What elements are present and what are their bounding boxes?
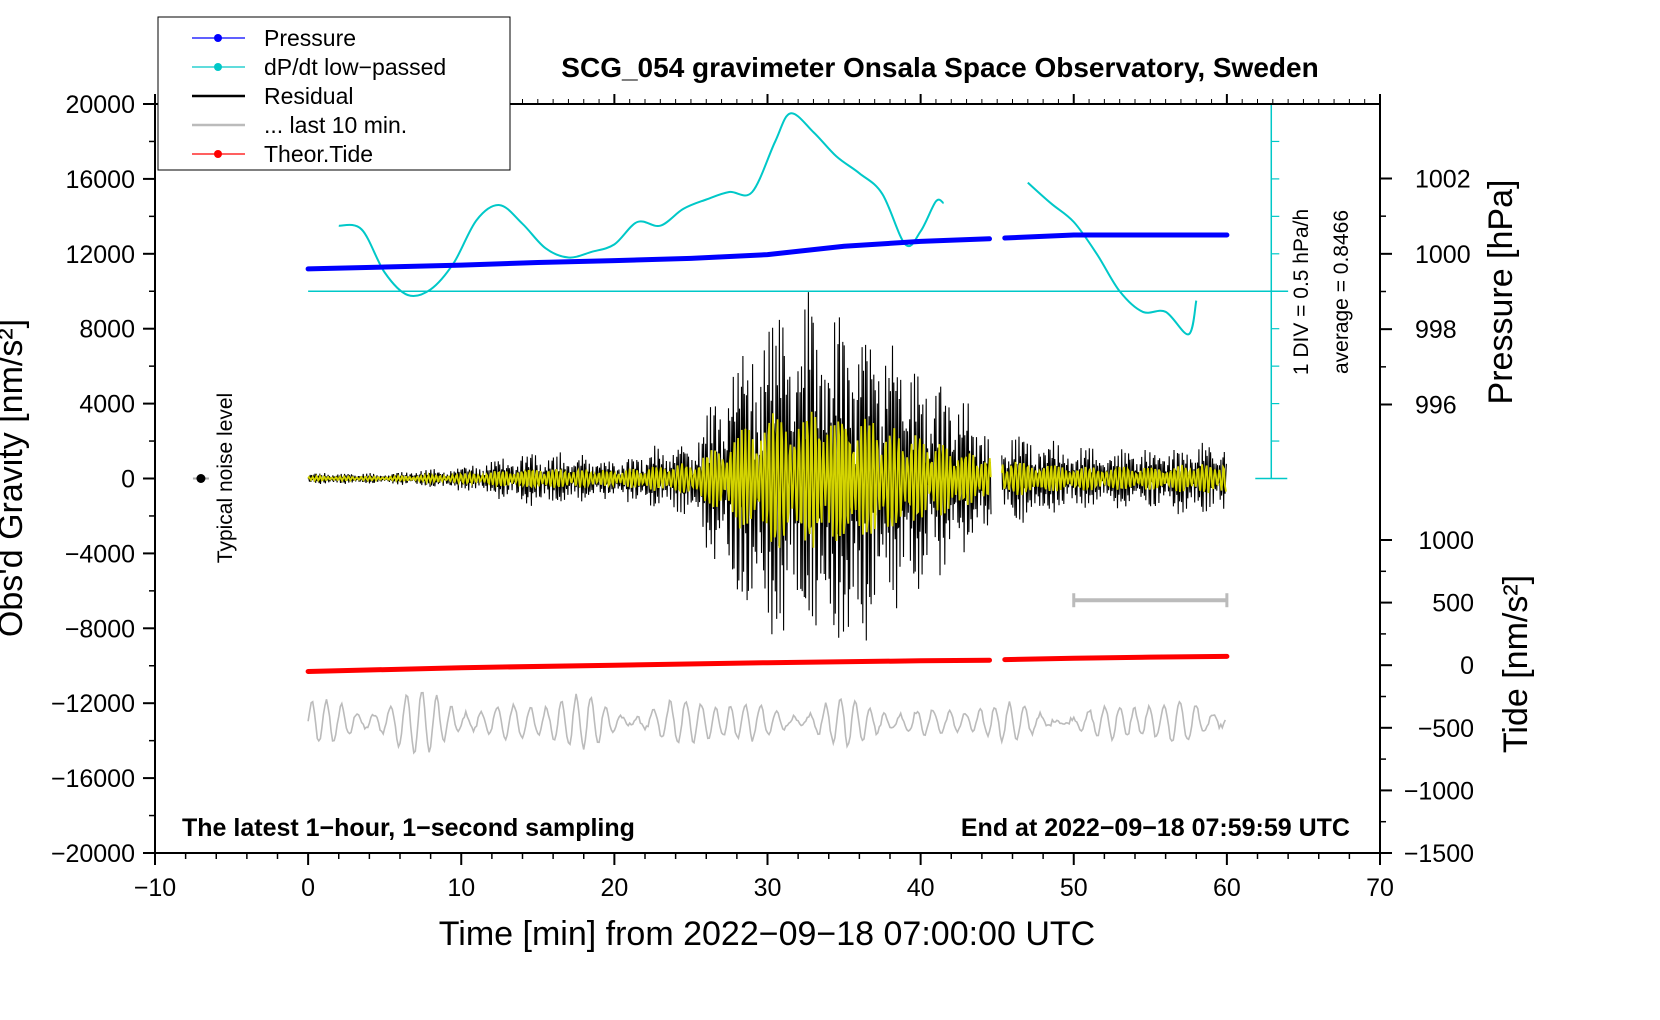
legend-label: dP/dt low−passed [264, 54, 446, 80]
y-tick-label: 20000 [65, 91, 135, 119]
x-axis-title: Time [min] from 2022−09−18 07:00:00 UTC [439, 915, 1095, 953]
legend-label: Residual [264, 83, 354, 109]
noise-level-label: Typical noise level [214, 393, 237, 563]
series-pressure [1002, 232, 1230, 241]
pressure-tick-label: 996 [1415, 392, 1457, 420]
x-tick-label: 40 [907, 874, 935, 902]
y-axis-title-tide: Tide [nm/s²] [1497, 575, 1535, 753]
y-tick-label: 16000 [65, 166, 135, 194]
legend: Pressure dP/dt low−passed Residual ... last… [157, 16, 511, 171]
series-theor-tide [305, 657, 992, 674]
y-tick-label: 0 [121, 466, 135, 494]
y-tick-label: −12000 [51, 690, 135, 718]
chart-title: SCG_054 gravimeter Onsala Space Observat… [561, 52, 1318, 83]
series-last-10-min [307, 691, 1227, 755]
tide-tick-label: 1000 [1418, 527, 1474, 555]
y-tick-label: −8000 [65, 615, 135, 643]
y-tick-label: 12000 [65, 241, 135, 269]
pressure-tick-label: 1002 [1415, 166, 1471, 194]
tide-tick-label: 0 [1460, 652, 1474, 680]
y-tick-label: 8000 [79, 316, 135, 344]
legend-swatch-dot [214, 150, 222, 158]
tide-tick-label: −1000 [1404, 777, 1474, 805]
legend-box [157, 16, 511, 171]
y-tick-label: −16000 [51, 765, 135, 793]
x-tick-label: −10 [134, 874, 176, 902]
series-dpdt [1027, 181, 1198, 336]
series-theor-tide [1002, 653, 1230, 663]
x-tick-label: 30 [754, 874, 782, 902]
y-axis-title-pressure: Pressure [hPa] [1482, 180, 1520, 405]
legend-swatch-dot [214, 63, 222, 71]
tide-tick-label: −500 [1418, 715, 1474, 743]
series-residual-lowpass [307, 411, 992, 548]
y-tick-label: 4000 [79, 391, 135, 419]
y-axis-title-left: Obs'd Gravity [nm/s²] [0, 319, 30, 637]
series-residual-lowpass [1000, 461, 1227, 496]
bottom-left-note: The latest 1−hour, 1−second sampling [182, 814, 635, 842]
tide-tick-label: −1500 [1404, 840, 1474, 868]
noise-level-dot [196, 474, 206, 483]
legend-label: Pressure [264, 25, 356, 51]
legend-swatch-dot [214, 34, 222, 42]
pressure-tick-label: 1000 [1415, 241, 1471, 269]
div-scale-label: 1 DIV = 0.5 hPa/h [1290, 209, 1313, 375]
average-label: average = 0.8466 [1330, 210, 1353, 374]
series-pressure [305, 236, 992, 272]
legend-label: ... last 10 min. [264, 112, 407, 138]
series-dpdt [338, 112, 945, 298]
x-tick-label: 60 [1213, 874, 1241, 902]
x-tick-label: 10 [447, 874, 475, 902]
pressure-tick-label: 998 [1415, 316, 1457, 344]
y-tick-label: −4000 [65, 540, 135, 568]
x-tick-label: 0 [301, 874, 315, 902]
x-tick-label: 70 [1366, 874, 1394, 902]
tide-tick-label: 500 [1432, 590, 1474, 618]
x-tick-label: 50 [1060, 874, 1088, 902]
x-tick-label: 20 [600, 874, 628, 902]
y-tick-label: −20000 [51, 840, 135, 868]
legend-label: Theor.Tide [264, 141, 373, 167]
bottom-right-note: End at 2022−09−18 07:59:59 UTC [961, 814, 1350, 842]
